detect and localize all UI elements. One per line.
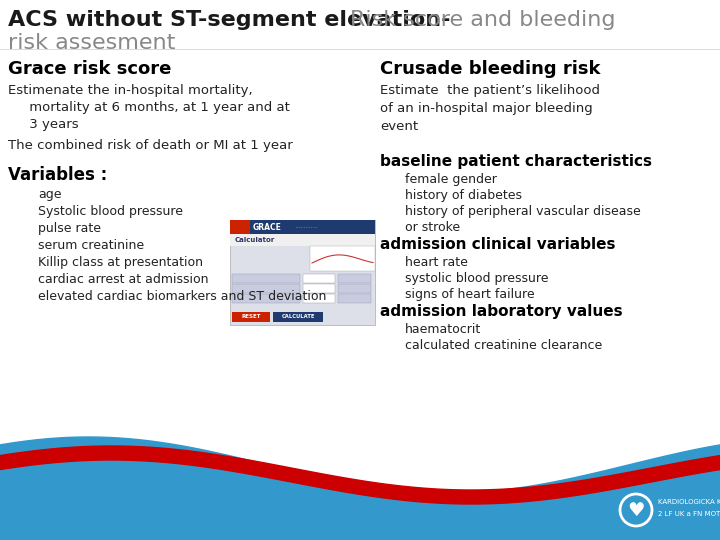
Text: of an in-hospital major bleeding: of an in-hospital major bleeding [380,102,593,115]
FancyBboxPatch shape [338,284,371,293]
Text: pulse rate: pulse rate [38,222,101,235]
Text: age: age [38,188,61,201]
Text: cardiac arrest at admission: cardiac arrest at admission [38,273,209,286]
Text: The combined risk of death or MI at 1 year: The combined risk of death or MI at 1 ye… [8,139,293,152]
Text: heart rate: heart rate [405,256,468,269]
Text: .............: ............. [295,225,318,230]
Text: Estimenate the in-hospital mortality,: Estimenate the in-hospital mortality, [8,84,253,97]
FancyBboxPatch shape [232,274,300,283]
Text: elevated cardiac biomarkers and ST deviation: elevated cardiac biomarkers and ST devia… [38,290,326,303]
Text: KARDIOLOGICKA KLINIKA: KARDIOLOGICKA KLINIKA [658,499,720,505]
Text: admission laboratory values: admission laboratory values [380,304,623,319]
Text: CALCULATE: CALCULATE [282,314,315,320]
Text: Variables :: Variables : [8,166,107,184]
Text: female gender: female gender [405,173,497,186]
Text: 2 LF UK a FN MOTOL: 2 LF UK a FN MOTOL [658,511,720,517]
Text: Crusade bleeding risk: Crusade bleeding risk [380,60,600,78]
Text: Risk score and bleeding: Risk score and bleeding [350,10,616,30]
Text: systolic blood pressure: systolic blood pressure [405,272,549,285]
FancyBboxPatch shape [303,294,335,303]
FancyBboxPatch shape [230,220,250,234]
Text: or stroke: or stroke [405,221,460,234]
Text: event: event [380,120,418,133]
Text: 3 years: 3 years [8,118,78,131]
Text: serum creatinine: serum creatinine [38,239,144,252]
Text: history of peripheral vascular disease: history of peripheral vascular disease [405,205,641,218]
FancyBboxPatch shape [230,220,375,234]
FancyBboxPatch shape [230,220,375,325]
FancyBboxPatch shape [338,294,371,303]
FancyBboxPatch shape [303,274,335,283]
FancyBboxPatch shape [232,312,270,322]
Text: Killip class at presentation: Killip class at presentation [38,256,203,269]
Text: signs of heart failure: signs of heart failure [405,288,535,301]
Text: RESET: RESET [241,314,261,320]
Text: mortality at 6 months, at 1 year and at: mortality at 6 months, at 1 year and at [8,101,290,114]
Text: Systolic blood pressure: Systolic blood pressure [38,205,183,218]
FancyBboxPatch shape [232,284,300,293]
FancyBboxPatch shape [232,294,300,303]
FancyBboxPatch shape [310,246,375,271]
Text: admission clinical variables: admission clinical variables [380,237,616,252]
Text: history of diabetes: history of diabetes [405,189,522,202]
Text: ACS without ST-segment elevation-: ACS without ST-segment elevation- [8,10,458,30]
Text: Calculator: Calculator [235,237,275,243]
FancyBboxPatch shape [273,312,323,322]
Text: baseline patient characteristics: baseline patient characteristics [380,154,652,169]
FancyBboxPatch shape [338,274,371,283]
Text: GRACE: GRACE [253,222,282,232]
Text: haematocrit: haematocrit [405,323,481,336]
Text: Estimate  the patient’s likelihood: Estimate the patient’s likelihood [380,84,600,97]
Text: Grace risk score: Grace risk score [8,60,171,78]
Text: ♥: ♥ [627,501,644,519]
Text: calculated creatinine clearance: calculated creatinine clearance [405,339,602,352]
FancyBboxPatch shape [303,284,335,293]
FancyBboxPatch shape [230,234,375,246]
Text: risk assesment: risk assesment [8,33,176,53]
